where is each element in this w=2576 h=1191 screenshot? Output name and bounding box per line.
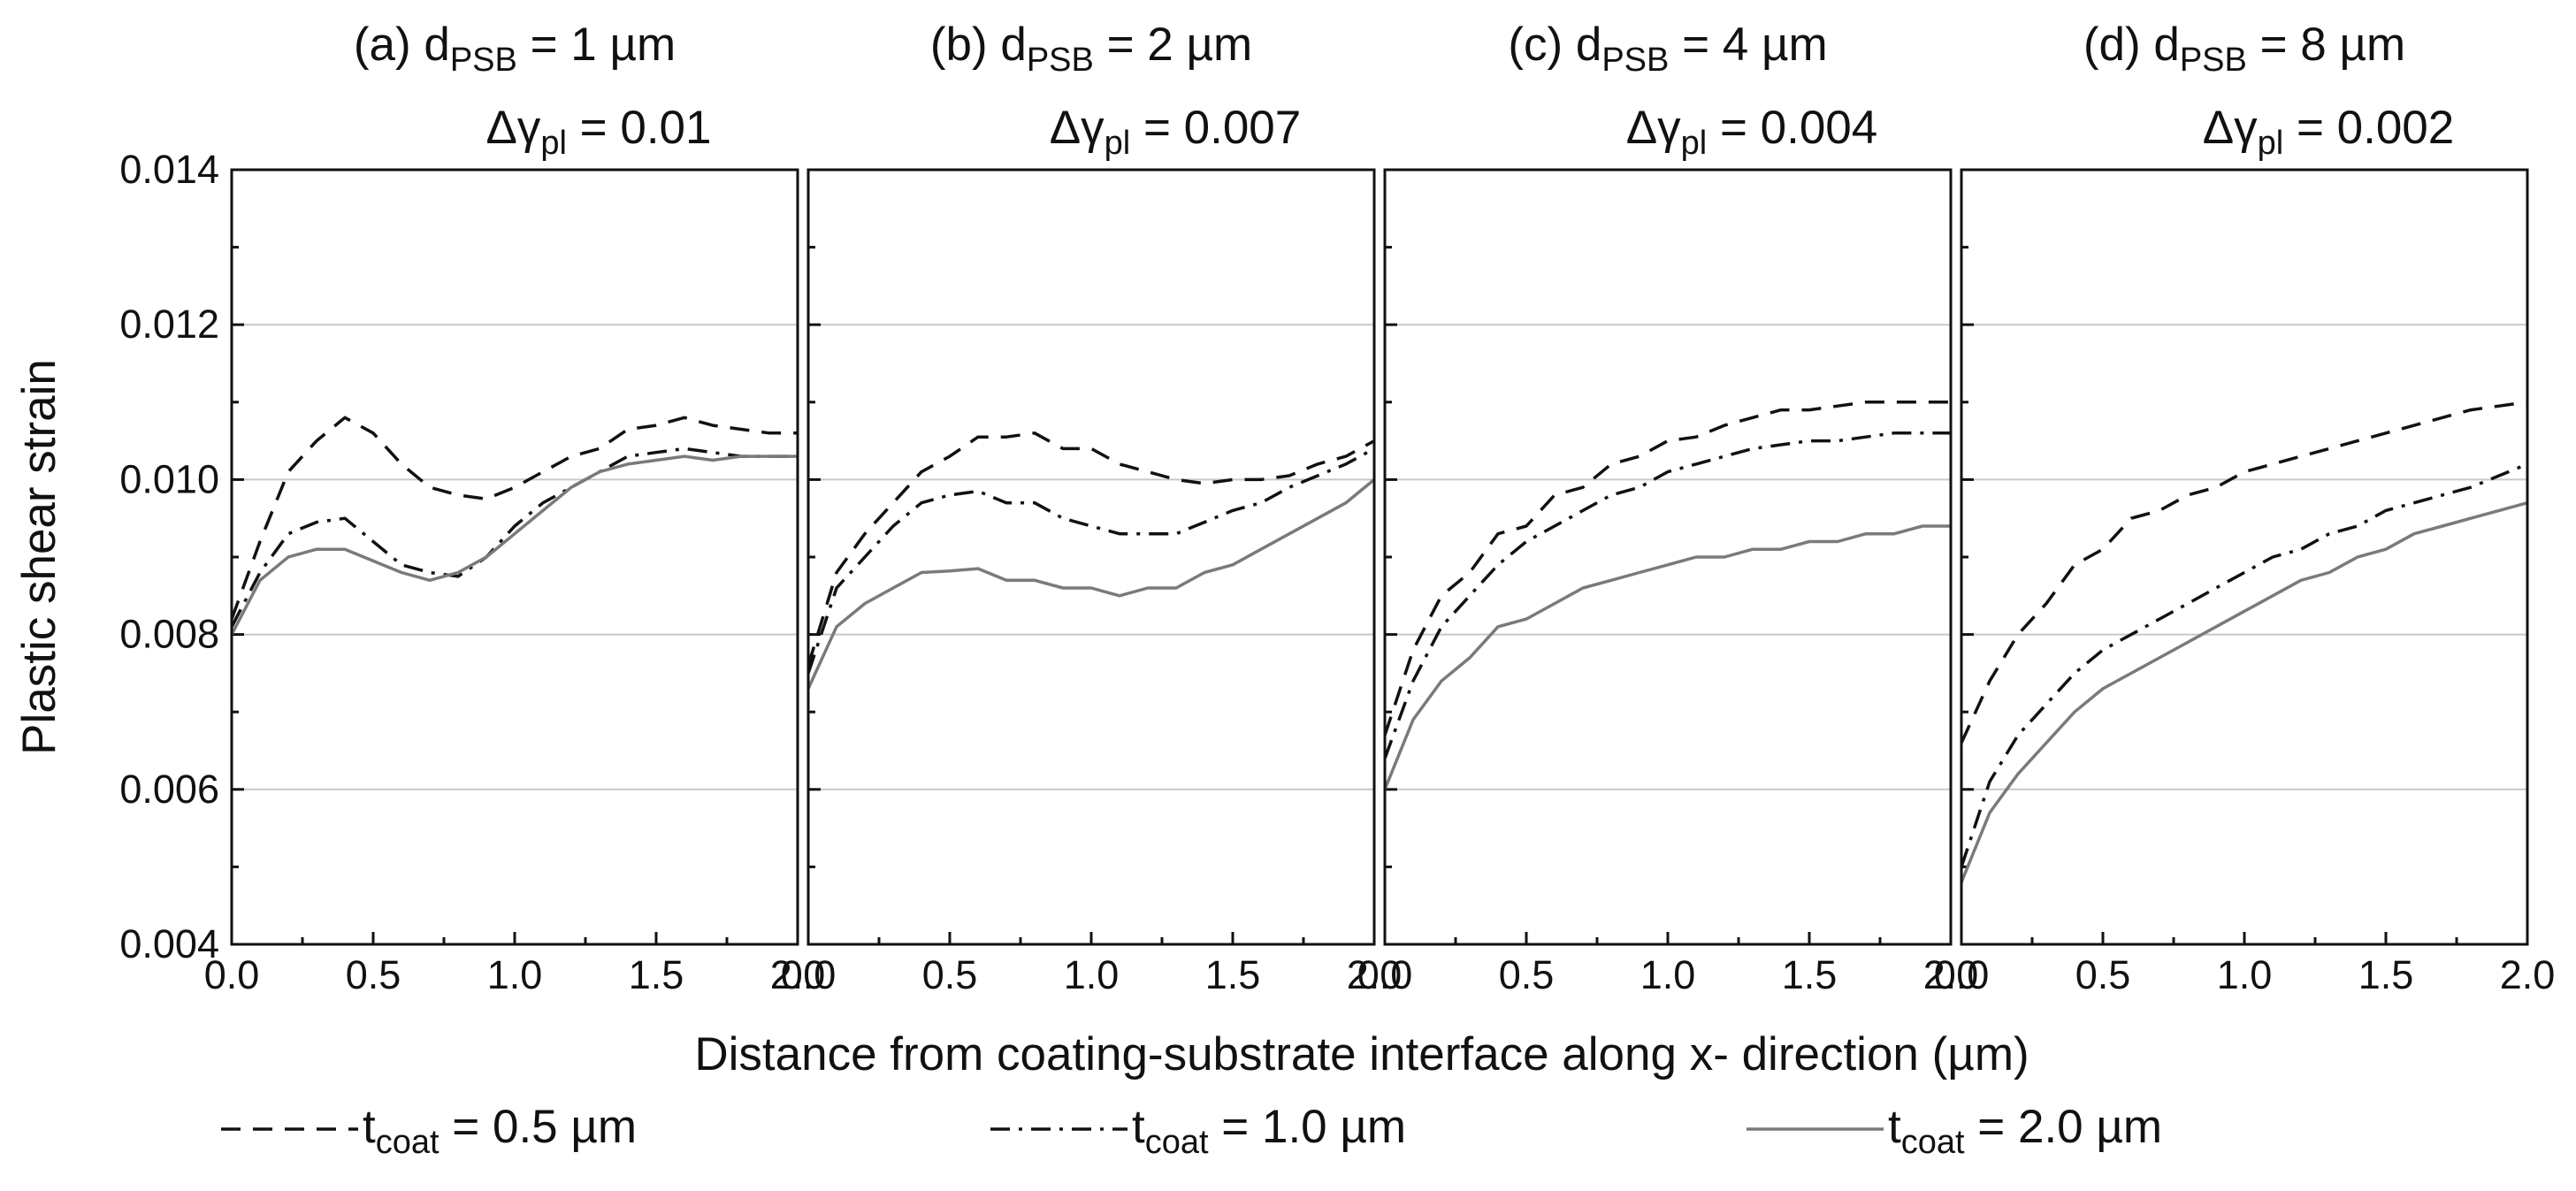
series-line-dashed — [806, 431, 1375, 667]
x-tick-label: 2.0 — [1923, 952, 1979, 997]
panel-d: 0.0 0.5 1.0 1.5 2.0 (d) dPSB = 8 µm Δγpl = 0.0… — [1934, 19, 2556, 997]
y-tick-label: 0.006 — [119, 767, 219, 812]
y-axis-label: Plastic shear strain — [13, 359, 65, 755]
legend-item-dashed: tcoat = 0.5 µm — [221, 1101, 637, 1161]
legend-label: tcoat = 0.5 µm — [363, 1101, 637, 1161]
plot-frame — [1383, 168, 1953, 946]
panel-subtitle: Δγpl = 0.01 — [485, 102, 711, 162]
x-tick-label: 1.5 — [1205, 952, 1261, 997]
panel-title: (a) dPSB = 1 µm — [354, 19, 676, 79]
x-axis-label: Distance from coating-substrate interfac… — [694, 1028, 2029, 1080]
series-line-dashdot — [806, 447, 1375, 674]
x-tick-label: 1.5 — [2358, 952, 2414, 997]
legend-label: tcoat = 1.0 µm — [1132, 1101, 1406, 1161]
series-line-solid — [1960, 501, 2528, 883]
plot-frame — [806, 168, 1376, 946]
plot-frame — [230, 168, 799, 946]
x-tick-label: 1.5 — [629, 952, 684, 997]
panel-title: (b) dPSB = 2 µm — [930, 19, 1252, 79]
panel-c: 0.0 0.5 1.0 1.5 2.0 (c) dPSB = 4 µm Δγpl = 0.0… — [1357, 19, 1979, 997]
panel-title: (c) dPSB = 4 µm — [1508, 19, 1827, 79]
series-line-solid — [1383, 524, 1951, 790]
y-tick-label: 0.010 — [119, 456, 219, 501]
panel-b: 0.0 0.5 1.0 1.5 2.0 (b) dPSB = 2 µm Δγpl = 0.0… — [781, 19, 1403, 997]
series-line-dashed — [1960, 401, 2528, 744]
x-tick-label: 0.5 — [922, 952, 978, 997]
x-tick-label: 0.5 — [2075, 952, 2131, 997]
x-tick-label: 1.0 — [1064, 952, 1120, 997]
x-tick-label: 2.0 — [2500, 952, 2556, 997]
series-line-dashdot — [1383, 431, 1951, 760]
legend-item-solid: tcoat = 2.0 µm — [1747, 1101, 2162, 1161]
legend: tcoat = 0.5 µm tcoat = 1.0 µm tcoat = 2.0 … — [221, 1101, 2162, 1161]
series-line-solid — [806, 478, 1376, 690]
panels-layer: 0.004 0.006 0.008 0.010 0.012 0.014 0.0 0.5 1.0 1… — [119, 19, 2555, 997]
axis-labels-layer: Plastic shear strain Distance from coati… — [13, 359, 2029, 1080]
panel-subtitle: Δγpl = 0.004 — [1626, 102, 1878, 162]
x-tick-label: 0.5 — [346, 952, 401, 997]
x-tick-label: 0.0 — [1357, 952, 1413, 997]
legend-label: tcoat = 2.0 µm — [1888, 1101, 2162, 1161]
series-line-dashdot — [1960, 462, 2528, 867]
x-tick-label: 2.0 — [1347, 952, 1403, 997]
panel-subtitle: Δγpl = 0.007 — [1050, 102, 1302, 162]
x-tick-label: 1.0 — [487, 952, 543, 997]
x-tick-label: 2.0 — [770, 952, 826, 997]
plot-frame — [1960, 168, 2529, 946]
x-tick-label: 0.0 — [781, 952, 837, 997]
x-tick-label: 0.5 — [1499, 952, 1555, 997]
series-line-dashdot — [230, 447, 798, 628]
x-tick-label: 1.0 — [2217, 952, 2273, 997]
series-line-dashed — [1383, 401, 1951, 737]
y-tick-label: 0.008 — [119, 612, 219, 657]
series-line-solid — [230, 454, 798, 636]
y-tick-label: 0.012 — [119, 302, 219, 347]
panel-subtitle: Δγpl = 0.002 — [2203, 102, 2455, 162]
x-tick-label: 1.0 — [1640, 952, 1696, 997]
y-tick-label: 0.004 — [119, 921, 219, 966]
x-tick-label: 0.0 — [1934, 952, 1990, 997]
y-tick-label: 0.014 — [119, 147, 219, 192]
panel-a: 0.004 0.006 0.008 0.010 0.012 0.014 0.0 0.5 1.0 1… — [119, 19, 825, 997]
x-tick-label: 1.5 — [1782, 952, 1838, 997]
legend-item-dashdot: tcoat = 1.0 µm — [990, 1101, 1406, 1161]
series-line-dashed — [230, 416, 798, 620]
panel-title: (d) dPSB = 8 µm — [2083, 19, 2405, 79]
x-tick-label: 0.0 — [204, 952, 260, 997]
